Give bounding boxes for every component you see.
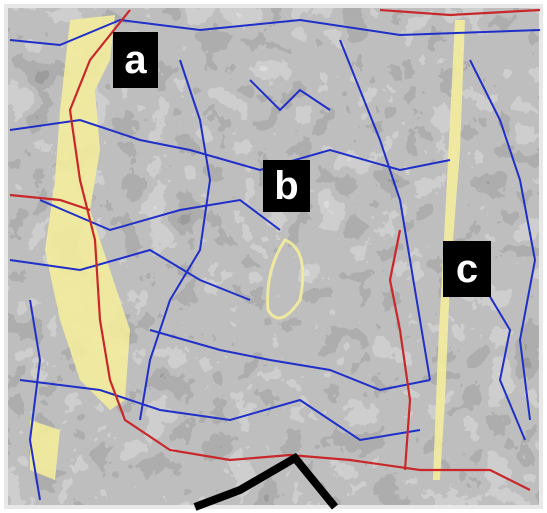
label-c: c <box>443 241 491 297</box>
label-box <box>443 241 491 297</box>
label-b: b <box>263 160 310 212</box>
rivers <box>9 18 541 501</box>
label-box <box>263 160 310 212</box>
label-text: a <box>124 38 147 82</box>
label-text: b <box>274 164 298 208</box>
label-a: a <box>113 32 158 88</box>
roads <box>9 8 541 491</box>
boundary-line <box>193 452 339 511</box>
label-box <box>113 32 158 88</box>
label-text: c <box>456 247 478 291</box>
